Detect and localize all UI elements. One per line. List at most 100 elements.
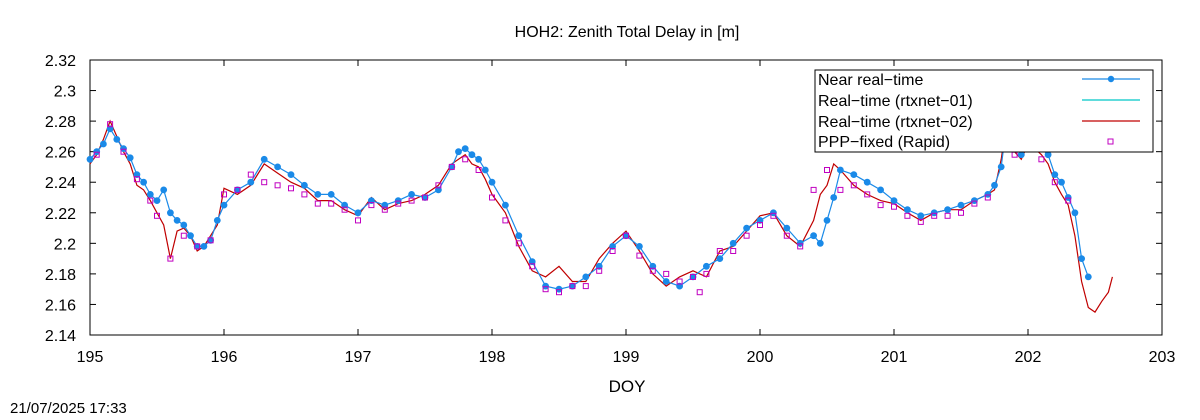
timestamp: 21/07/2025 17:33 [10,400,127,417]
near-realtime-point [837,166,844,174]
ppp-fixed-point [529,263,536,270]
near-realtime-point [207,236,215,244]
ppp-fixed-point [422,194,428,201]
ppp-fixed-point [877,202,884,209]
ppp-fixed-point [133,176,140,183]
ppp-fixed-point [663,270,670,277]
ppp-fixed-point [556,289,562,296]
ppp-fixed-point [1065,197,1072,204]
ppp-fixed-point [971,200,978,207]
x-tick-label: 195 [77,349,104,366]
near-realtime-point [743,224,750,232]
y-tick-label: 2.3 [54,84,76,101]
near-realtime-point [991,181,998,189]
x-tick-label: 201 [881,349,908,366]
ppp-fixed-point [676,278,683,285]
y-tick-label: 2.14 [45,328,76,345]
ppp-fixed-point [147,197,154,204]
near-realtime-point [180,221,188,229]
near-realtime-point [890,197,898,205]
ppp-fixed-point [703,270,710,277]
near-realtime-point [461,145,469,153]
near-realtime-point [582,273,590,281]
ppp-fixed-point [274,182,281,189]
near-realtime-point [1058,178,1065,186]
ppp-fixed-point [690,273,696,280]
ppp-fixed-point [810,186,817,193]
x-tick-label: 203 [1149,349,1176,366]
legend: Near real−time Real−time (rtxnet−01) Rea… [814,69,1154,153]
ppp-fixed-point [569,283,576,290]
near-realtime-point [904,206,911,214]
chart-title: HOH2: Zenith Total Delay in [m] [515,24,740,41]
ppp-fixed-point [944,212,951,219]
near-realtime-point [636,243,643,250]
ppp-fixed-point [864,191,871,198]
near-realtime-point [287,171,295,179]
near-realtime-point [1051,171,1059,179]
near-realtime-point [1017,151,1025,159]
legend-label-rtxnet01: Real−time (rtxnet−01) [818,93,973,110]
ppp-fixed-point [120,148,127,155]
near-realtime-point [260,155,268,163]
ppp-fixed-point [194,243,201,250]
near-realtime-point [481,166,489,174]
near-realtime-point [86,155,94,163]
ppp-fixed-point [1038,156,1045,163]
ppp-fixed-point [167,255,174,262]
ppp-fixed-point [850,182,857,189]
near-realtime-point [153,197,161,205]
ppp-fixed-point [770,212,777,219]
x-tick-label: 198 [479,349,506,366]
ppp-fixed-point [730,248,737,254]
legend-marker-near-realtime [1107,75,1115,83]
ppp-fixed-point [475,167,482,173]
x-tick-label: 196 [211,349,238,366]
near-realtime-point [850,171,858,179]
ppp-fixed-point [696,289,703,296]
y-tick-label: 2.16 [45,297,76,314]
legend-label-near-realtime: Near real−time [818,72,923,89]
ppp-fixed-point [917,218,924,225]
y-tick-label: 2.2 [54,236,76,253]
x-axis: 195 196 197 198 199 200 201 202 203 [77,60,1176,366]
ppp-fixed-point [408,197,415,204]
ppp-fixed-point [984,194,991,201]
ppp-fixed-point [261,179,268,186]
ppp-fixed-point [368,202,375,209]
ppp-fixed-point [328,200,335,207]
near-realtime-point [689,273,697,281]
near-realtime-point [187,232,194,240]
near-realtime-point [997,163,1005,171]
near-realtime-point [301,181,308,189]
near-realtime-point [193,243,201,250]
near-realtime-point [810,232,817,240]
near-realtime-point [475,155,482,163]
ppp-fixed-point [341,206,348,213]
near-realtime-point [140,178,148,186]
near-realtime-point [173,217,181,224]
ppp-fixed-point [596,267,603,274]
ppp-fixed-point [891,203,897,210]
y-tick-label: 2.26 [45,145,76,162]
near-realtime-point [716,255,724,262]
ppp-fixed-point [757,222,763,228]
ppp-fixed-point [904,212,911,219]
ppp-fixed-point [395,200,402,207]
ppp-fixed-point [824,167,830,173]
x-tick-label: 200 [747,349,774,366]
ppp-fixed-point [1051,179,1058,186]
y-tick-label: 2.32 [45,53,76,70]
near-realtime-point [515,232,523,240]
near-realtime-point [984,191,992,198]
ppp-fixed-point [931,212,938,219]
y-axis: 2.14 2.16 2.18 2.2 2.22 2.24 2.26 2.28 2.3 2.32 [45,53,1162,345]
ppp-fixed-point [247,171,254,178]
near-realtime-point [234,186,241,194]
ppp-fixed-point [234,186,241,193]
ppp-fixed-point [609,248,616,254]
near-realtime-point [569,282,576,290]
near-realtime-point [502,201,509,209]
legend-label-rtxnet02: Real−time (rtxnet−02) [818,114,973,131]
